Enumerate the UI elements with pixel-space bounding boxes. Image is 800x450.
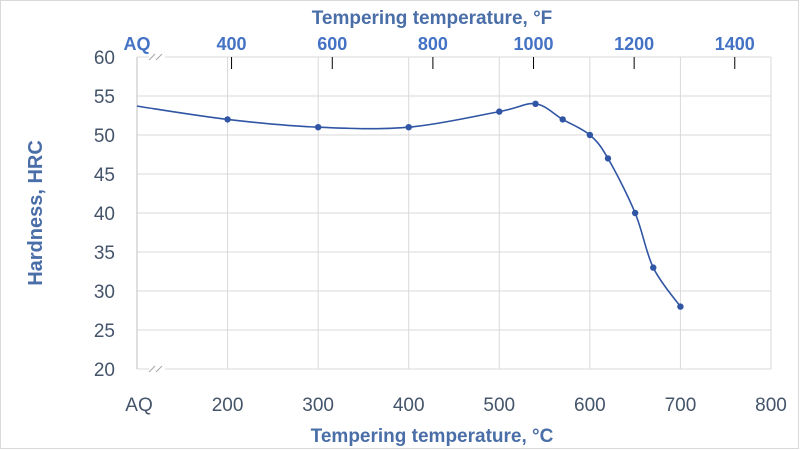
top-axis-break-gap [149,53,165,61]
data-point-570 [559,116,566,123]
y-tick-label-30: 30 [94,282,115,303]
y-tick-label-40: 40 [94,204,115,225]
x2-tick-label-400: 400 [217,34,247,54]
x-tick-label-500: 500 [483,395,515,416]
x-tick-label-800: 800 [755,395,787,416]
data-point-400 [405,124,412,131]
y-axis-title: Hardness, HRC [25,140,47,286]
x-tick-label-300: 300 [302,395,334,416]
data-point-600 [586,131,594,139]
x2-tick-label-1000: 1000 [513,34,553,54]
x-tick-label-700: 700 [665,395,697,416]
x2-tick-label-AQ: AQ [124,34,151,54]
y-tick-label-60: 60 [94,48,115,69]
x2-tick-labels: AQ 400 600 800 1000 1200 1400 [124,34,755,54]
data-point-670 [650,264,657,271]
x-tick-label-AQ: AQ [125,395,152,416]
y-tick-label-45: 45 [94,165,115,186]
gridlines [137,56,772,370]
y-tick-label-25: 25 [94,321,115,342]
y-tick-label-20: 20 [94,360,115,381]
top-axis-break-stroke-1 [148,53,156,61]
data-point-500 [496,108,503,115]
bottom-axis-break-gap [149,365,165,373]
x-tick-label-400: 400 [393,395,425,416]
y-tick-labels: 20 25 30 35 40 45 50 55 60 [94,48,115,381]
series-layer [136,100,684,310]
x-tick-label-600: 600 [574,395,606,416]
data-point-650 [631,209,639,217]
x2-tick-label-600: 600 [317,34,347,54]
x-tick-labels: AQ 200 300 400 500 600 700 800 [125,395,787,416]
data-point-200 [224,116,231,123]
x2-axis-title: Tempering temperature, °F [312,8,553,29]
data-point-540 [532,100,539,108]
x2-tick-label-1400: 1400 [715,34,755,54]
data-point-620 [604,155,612,162]
x-tick-label-200: 200 [212,395,244,416]
bottom-axis-break-stroke-1 [148,365,156,373]
y-tick-label-35: 35 [94,243,115,264]
x2-tick-label-800: 800 [418,34,448,54]
y-tick-label-55: 55 [94,87,115,108]
bottom-axis-break-stroke-2 [155,365,163,373]
data-point-300 [314,124,322,131]
x2-tick-label-1200: 1200 [614,34,654,54]
y-tick-label-50: 50 [94,126,115,147]
data-point-700 [677,303,684,310]
x-axis-title: Tempering temperature, °C [311,426,554,447]
top-axis-break-stroke-2 [155,53,163,61]
axes [136,53,736,373]
